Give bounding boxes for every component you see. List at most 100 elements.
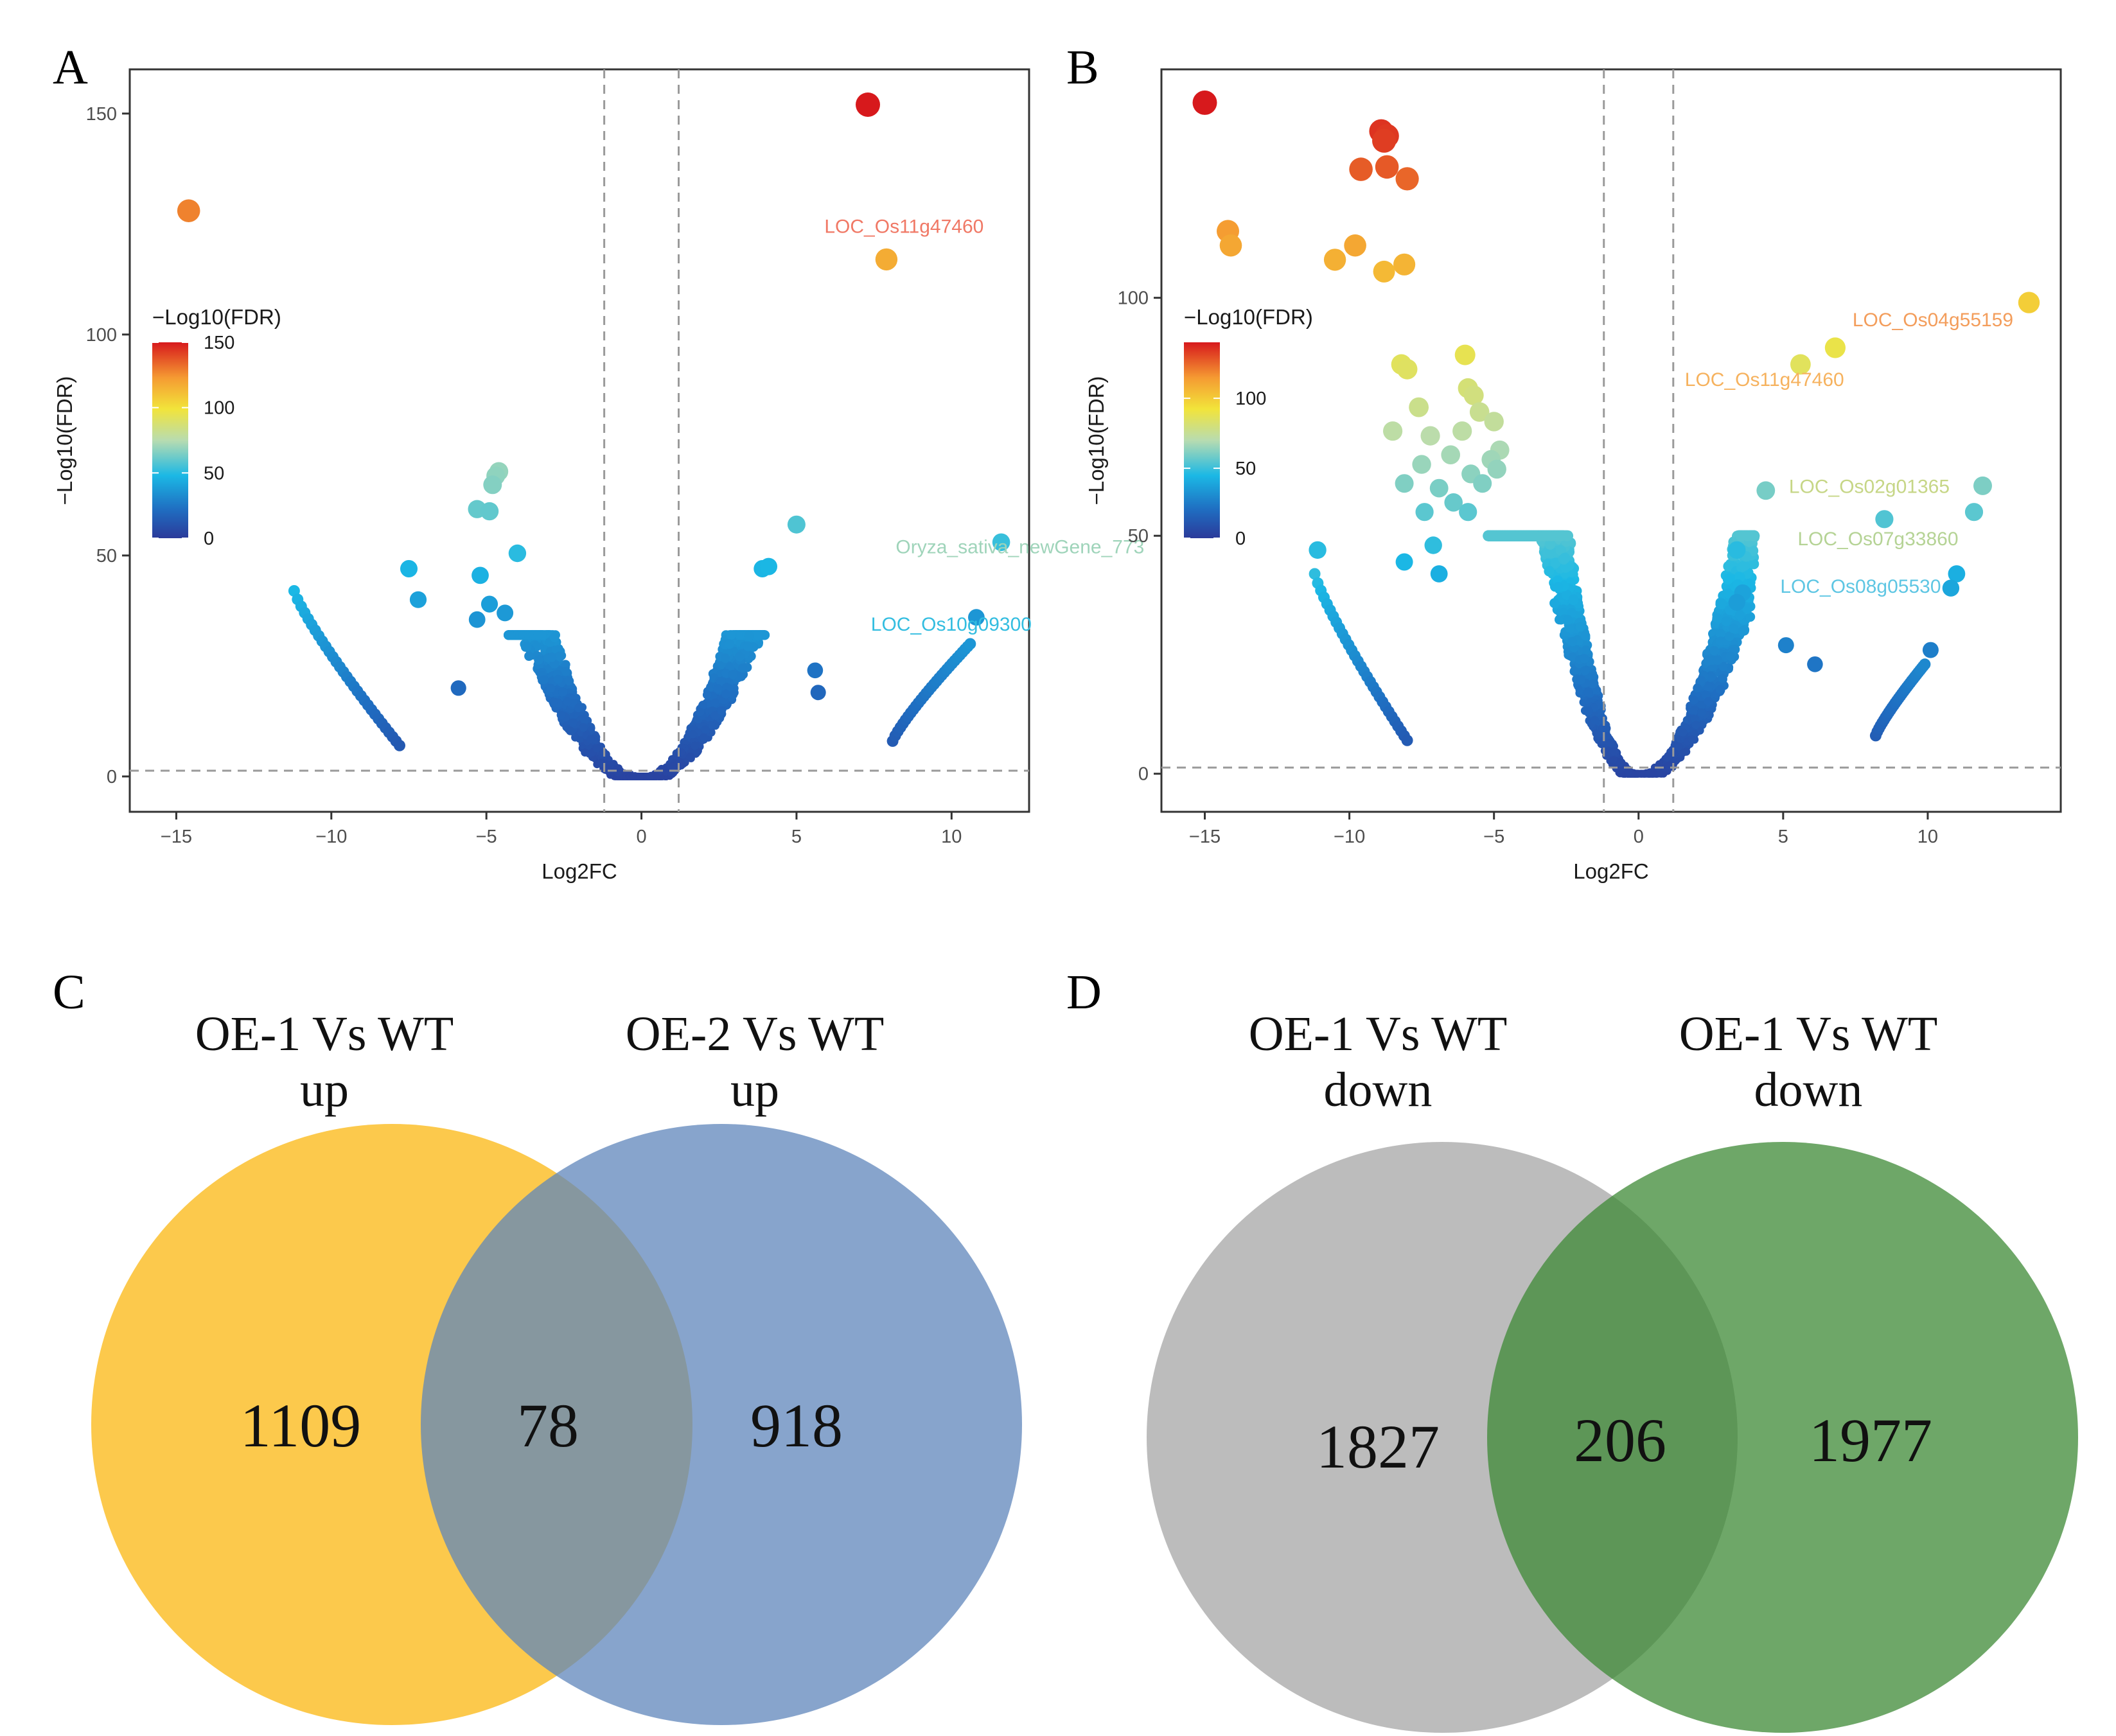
scatter-point — [1722, 574, 1733, 585]
scatter-point — [728, 670, 738, 679]
scatter-point — [555, 652, 565, 662]
scatter-point — [546, 683, 556, 693]
highlight-point — [1973, 476, 1992, 495]
scatter-point — [1590, 715, 1600, 724]
scatter-point — [554, 674, 563, 684]
scatter-point — [1734, 610, 1745, 620]
scatter-point — [1689, 696, 1698, 705]
highlight-point — [483, 475, 502, 495]
scatter-point — [522, 642, 532, 652]
scatter-point — [613, 768, 621, 776]
scatter-point — [669, 762, 678, 771]
scatter-point — [504, 630, 515, 640]
x-tick-label: −15 — [161, 827, 192, 847]
scatter-point — [726, 630, 736, 640]
panel-label-c: C — [53, 965, 85, 1019]
highlight-point — [481, 595, 498, 613]
highlight-point — [450, 680, 466, 696]
x-tick-label: 0 — [636, 827, 646, 847]
colorbar-title: −Log10(FDR) — [1184, 305, 1313, 329]
venn-d-set1-title: OE-1 Vs WT — [1249, 1007, 1508, 1061]
scatter-point — [1747, 530, 1759, 541]
x-axis-a: −15 −10 −5 0 5 10 — [161, 812, 962, 847]
venn-c-set2-subtitle: up — [730, 1063, 779, 1117]
highlight-point — [1728, 541, 1746, 559]
scatter-point — [1580, 631, 1591, 641]
scatter-point — [1679, 728, 1688, 737]
highlight-point — [1487, 459, 1506, 479]
scatter-point — [1488, 530, 1499, 541]
scatter-point — [717, 706, 726, 715]
scatter-point — [1721, 616, 1731, 626]
scatter-point — [652, 773, 660, 780]
scatter-point — [744, 631, 754, 641]
scatter-point — [737, 663, 748, 673]
highlight-point — [1452, 421, 1472, 441]
highlight-point — [1409, 397, 1429, 417]
y-axis-title-b: −Log10(FDR) — [1084, 376, 1108, 505]
scatter-point — [691, 741, 700, 750]
scatter-point — [636, 773, 644, 780]
panel-label-b: B — [1066, 40, 1099, 94]
venn-d-intersection-count: 206 — [1574, 1406, 1666, 1475]
scatter-point — [1583, 687, 1593, 697]
scatter-cloud-a — [503, 630, 770, 780]
x-tick-label: 0 — [1634, 827, 1644, 847]
highlight-point — [1344, 234, 1366, 257]
highlight-point — [1412, 455, 1431, 474]
x-tick-label: −5 — [1483, 827, 1504, 847]
plot-frame-b — [1160, 68, 2062, 813]
scatter-point — [701, 725, 710, 734]
scatter-point — [1709, 646, 1719, 656]
scatter-point — [524, 651, 534, 661]
highlight-point — [1942, 579, 1960, 597]
venn-d-set2-title: OE-1 Vs WT — [1679, 1007, 1938, 1061]
scatter-point — [549, 697, 558, 707]
scatter-point — [1704, 697, 1713, 706]
scatter-point — [721, 689, 730, 699]
scatter-point — [1713, 655, 1723, 665]
scatter-point — [1553, 582, 1564, 593]
scatter-point — [1401, 734, 1413, 746]
scatter-point — [1616, 759, 1625, 767]
x-tick-label: 5 — [1778, 827, 1788, 847]
highlight-point — [1473, 474, 1492, 493]
scatter-point — [630, 773, 638, 780]
scatter-point — [693, 748, 701, 756]
scatter-point — [1703, 656, 1713, 666]
highlight-point — [1484, 412, 1504, 432]
scatter-point — [1919, 658, 1931, 671]
highlight-point — [1964, 503, 1984, 522]
colorbar-gradient — [1184, 342, 1220, 538]
highlight-point — [1323, 249, 1346, 271]
highlight-point — [787, 515, 806, 534]
highlight-point — [1395, 474, 1414, 493]
scatter-cloud-b — [1483, 530, 1760, 778]
venn-c-set1-count: 1109 — [240, 1391, 361, 1460]
x-tick-label: 10 — [1918, 827, 1938, 847]
x-tick-label: −10 — [1334, 827, 1365, 847]
highlight-point — [1395, 553, 1413, 571]
scatter-point — [696, 707, 705, 717]
highlight-point — [2018, 292, 2040, 313]
highlight-point — [497, 604, 514, 622]
colorbar-tick-label: 150 — [204, 333, 234, 353]
scatter-point — [569, 718, 577, 727]
scatter-point — [563, 697, 572, 706]
colorbar-tick-label: 100 — [204, 398, 234, 419]
highlight-point — [1383, 421, 1403, 441]
scatter-point — [1716, 599, 1727, 609]
scatter-point — [713, 684, 723, 694]
y-axis-title-a: −Log10(FDR) — [53, 376, 76, 505]
highlight-point — [1395, 167, 1419, 191]
highlight-point — [1375, 155, 1399, 179]
scatter-point — [1718, 674, 1727, 683]
x-tick-label: 10 — [941, 827, 962, 847]
scatter-point — [702, 690, 712, 699]
plot-frame-a — [128, 68, 1030, 813]
venn-d-set2-count: 1977 — [1809, 1406, 1932, 1475]
scatter-point — [1584, 706, 1593, 715]
venn-d-set1-count: 1827 — [1316, 1412, 1440, 1481]
